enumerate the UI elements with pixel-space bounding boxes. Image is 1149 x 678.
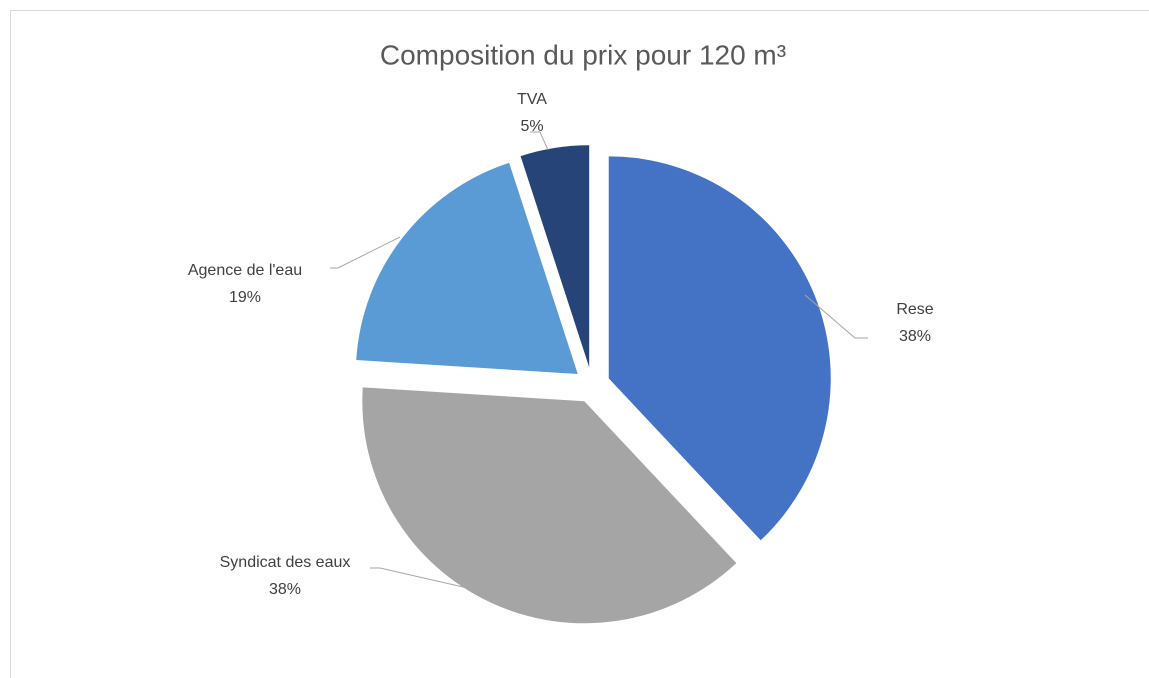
chart-title: Composition du prix pour 120 m³ [380, 39, 786, 70]
pie-slice [608, 156, 831, 541]
slice-label: Syndicat des eaux [220, 554, 351, 571]
slice-value-label: 38% [269, 581, 301, 598]
leader-line [804, 294, 868, 339]
pie-slice [356, 162, 578, 374]
slice-label: TVA [517, 91, 547, 108]
slice-label: Rese [896, 301, 933, 318]
leader-line [530, 131, 549, 151]
leader-line [330, 236, 401, 269]
slice-value-label: 5% [520, 118, 543, 135]
slice-value-label: 38% [899, 328, 931, 345]
slice-label: Agence de l'eau [188, 262, 302, 279]
slice-value-label: 19% [229, 289, 261, 306]
pie-slice [362, 387, 737, 624]
leader-line [370, 567, 486, 593]
pie-slice [520, 145, 590, 368]
